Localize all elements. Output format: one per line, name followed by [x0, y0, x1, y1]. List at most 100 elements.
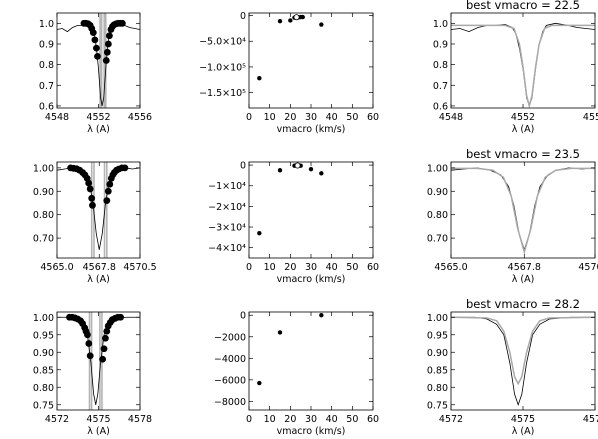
row-1-chi-square-ytick-label-4: −1.5×10⁵ [199, 88, 246, 99]
row-2-fit-region-fit-marker-21 [121, 164, 129, 172]
row-2-best-fit-ytick-label-1: 0.70 [427, 234, 448, 245]
row-3-chi-square-ytick-label-2: −2000 [214, 332, 246, 343]
row-3-chi-square-point-2 [277, 330, 283, 335]
row-2-chi-square-ytick-label-5: −4×10⁴ [208, 243, 246, 254]
row-3-fit-region-fit-marker-10 [85, 340, 93, 347]
row-3-fit-region-ytick-label-1: 0.75 [33, 400, 54, 411]
row-3-chi-square-xtick-label-3: 20 [284, 414, 296, 425]
row-1-best-fit-panel: 4548 4552 4556 0.6 0.7 0.8 0.9 1.0 λ (A) best vma… [433, 0, 598, 135]
row-1-fit-region-fit-marker-20 [118, 19, 126, 27]
row-2-chi-square-xtick-label-1: 0 [246, 262, 252, 273]
row-2-chi-square-point-7 [308, 167, 314, 172]
row-2-chi-square-xtick-label-7: 60 [367, 262, 379, 273]
row-3-chi-square-ytick-label-4: −6000 [214, 375, 246, 386]
row-1-fit-region-panel: 4548 4552 4556 0.6 0.7 0.8 0.9 1.0 λ (A) [39, 12, 152, 135]
row-2-chi-square-xtick-label-5: 40 [326, 262, 338, 273]
row-3-best-fit-ytick-label-6: 1.00 [427, 313, 448, 324]
row-3-best-fit-frame [450, 311, 596, 411]
row-2-best-fit-frame [450, 161, 596, 259]
row-1-best-fit-ytick-label-3: 0.8 [433, 60, 448, 71]
row-3-fit-region-panel: 4572 4575 4578 0.75 0.80 0.85 0.90 0.95 1.00 λ (A… [33, 311, 152, 437]
row-1-fit-region-ytick-label-2: 0.7 [39, 81, 54, 92]
row-3-best-fit-title: best vmacro = 28.2 [466, 297, 580, 311]
row-2-best-fit-title: best vmacro = 23.5 [466, 147, 580, 161]
row-3-fit-region-fit-marker-21 [117, 313, 125, 321]
row-2-fit-region-panel: 4565.0 4567.8 4570.5 0.70 0.80 0.90 1.00 λ (A) [33, 161, 157, 285]
row-3-fit-region-fit-marker-9 [84, 331, 91, 339]
row-1-chi-square-ytick-label-2: −5.0×10⁴ [199, 37, 246, 48]
row-2-chi-square-panel: 0 10 20 30 40 50 60 0 −1×10⁴ −2×10⁴ −3×10⁴ −4×10⁴ vm… [208, 161, 379, 285]
row-3-chi-square-xtick-label-7: 60 [367, 414, 379, 425]
row-1-fit-region-xtick-label-1: 4548 [45, 112, 69, 123]
row-1-chi-square-panel: 0 10 20 30 40 50 60 0 −5.0×10⁴ −1.0×10⁵ −1.5×10⁵ vm… [199, 11, 379, 135]
row-1-fit-region-ytick-label-1: 0.6 [39, 101, 54, 112]
row-1-chi-square-plot-area [257, 14, 324, 81]
row-2-chi-square-plot-area [257, 162, 324, 236]
row-2-fit-region-frame [56, 161, 141, 259]
row-3-best-fit-ytick-label-5: 0.95 [427, 330, 448, 341]
row-2-chi-square-point-1 [257, 231, 262, 236]
row-3-chi-square-xtick-label-5: 40 [326, 414, 338, 425]
row-1-fit-region-fit-marker-10 [102, 57, 110, 64]
row-2-fit-region-xtick-label-3: 4570.5 [123, 262, 156, 273]
row-1-fit-region-xtick-label-2: 4552 [86, 112, 110, 123]
row-3-fit-region-frame [56, 311, 141, 411]
row-3-fit-region-xtick-label-1: 4572 [45, 414, 69, 425]
row-2-fit-region-plot-area [57, 162, 140, 258]
row-3-fit-region-xlabel: λ (A) [87, 426, 110, 437]
row-3-best-fit-ytick-label-1: 0.75 [427, 400, 448, 411]
row-2-chi-square-xtick-label-4: 30 [305, 262, 317, 273]
row-2-best-fit-model-spectrum [451, 167, 595, 255]
row-1-best-fit-xtick-label-3: 4556 [583, 112, 598, 123]
row-2-chi-square-xlabel: vmacro (km/s) [277, 274, 346, 285]
row-2-fit-region-fit-marker-13 [104, 187, 112, 195]
row-2-fit-region-ytick-label-4: 1.00 [33, 163, 54, 174]
row-3-fit-region-xtick-label-3: 4578 [128, 414, 152, 425]
row-3-chi-square-panel: 0 10 20 30 40 50 60 0 −2000 −4000 −6000 −8000 vmacro… [214, 311, 379, 437]
row-1-chi-square-xlabel: vmacro (km/s) [277, 124, 346, 135]
row-1-chi-square-point-2 [277, 19, 283, 24]
row-1-fit-region-fit-marker-6 [89, 29, 97, 37]
row-1-fit-region-xlabel: λ (A) [87, 124, 110, 135]
row-3-chi-square-frame [248, 311, 374, 411]
row-1-best-fit-ytick-label-1: 0.6 [433, 101, 448, 112]
row-3-best-fit-xtick-label-1: 4572 [439, 414, 463, 425]
row-3-chi-square-point-3 [319, 313, 324, 318]
row-2-chi-square-point-2 [277, 168, 283, 173]
row-3-best-fit-model-spectrum [451, 316, 595, 386]
row-2-chi-square-xtick-label-2: 10 [264, 262, 276, 273]
row-2-fit-region-fit-marker-14 [106, 180, 114, 188]
row-1-chi-square-xtick-label-2: 10 [264, 112, 276, 123]
row-2-chi-square-ytick-label-2: −1×10⁴ [208, 181, 246, 192]
row-2-fit-region-fit-marker-9 [86, 185, 94, 193]
row-3-fit-region-fit-marker-15 [103, 327, 111, 335]
row-2-fit-region-ytick-label-3: 0.90 [33, 187, 54, 198]
row-2-chi-square-ytick-label-4: −3×10⁴ [208, 223, 246, 234]
row-1-chi-square-point-3 [288, 18, 293, 23]
row-1-fit-region-fit-marker-7 [91, 36, 99, 44]
row-1-fit-region-fit-marker-11 [103, 48, 111, 56]
row-3-chi-square-ytick-label-5: −8000 [214, 397, 246, 408]
row-2-chi-square-ytick-label-3: −2×10⁴ [208, 202, 246, 213]
row-2-fit-region-fit-marker-8 [85, 179, 93, 187]
row-1-chi-square-xtick-label-4: 30 [305, 112, 317, 123]
row-1-chi-square-xtick-label-7: 60 [367, 112, 379, 123]
row-3-best-fit-ytick-label-3: 0.85 [427, 365, 448, 376]
row-1-fit-region-frame [56, 12, 141, 109]
row-1-chi-square-xtick-label-5: 40 [326, 112, 338, 123]
row-3-chi-square-xtick-label-2: 10 [264, 414, 276, 425]
row-1-chi-square-best-point [293, 14, 300, 21]
row-1-chi-square-frame [248, 12, 374, 109]
row-2-chi-square-xtick-label-6: 50 [346, 262, 358, 273]
row-2-chi-square-xtick-label-3: 20 [284, 262, 296, 273]
row-1-fit-region-xtick-label-3: 4556 [128, 112, 152, 123]
row-1-fit-region-plot-area [57, 13, 140, 108]
row-3-fit-region-ytick-label-2: 0.80 [33, 383, 54, 394]
row-3-chi-square-xtick-label-4: 30 [305, 414, 317, 425]
row-2-chi-square-frame [248, 161, 374, 259]
row-1-fit-region-ytick-label-5: 1.0 [39, 19, 54, 30]
row-3-best-fit-xlabel: λ (A) [512, 426, 535, 437]
row-3-best-fit-plot-area [451, 316, 595, 406]
row-1-best-fit-ytick-label-5: 1.0 [433, 19, 448, 30]
